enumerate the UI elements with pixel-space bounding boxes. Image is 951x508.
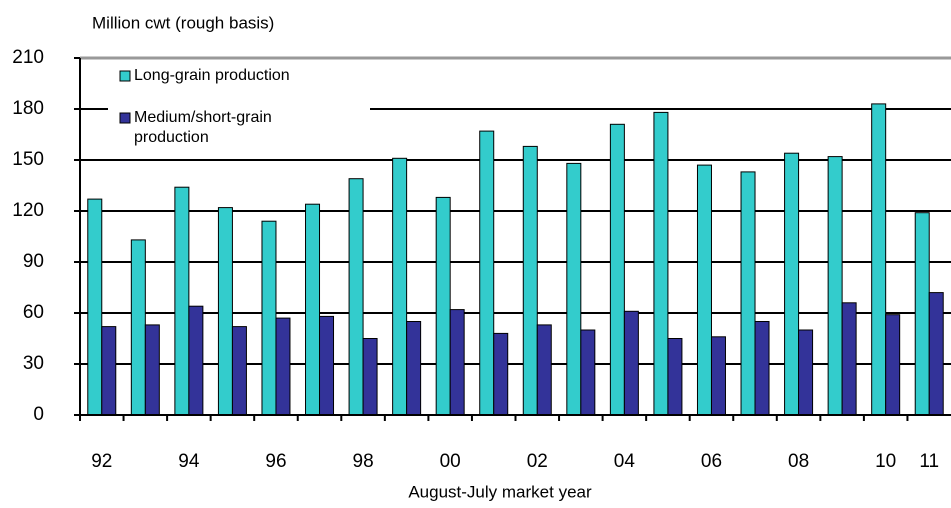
y-tick-label: 120 bbox=[12, 200, 44, 221]
legend-swatch bbox=[119, 112, 131, 124]
bar bbox=[667, 338, 683, 416]
bar bbox=[87, 198, 103, 416]
bar bbox=[522, 145, 538, 416]
bar bbox=[144, 324, 160, 416]
bar bbox=[348, 178, 364, 416]
legend-swatch bbox=[119, 70, 131, 82]
bar bbox=[130, 239, 146, 416]
bar bbox=[101, 326, 117, 416]
bar bbox=[928, 292, 944, 416]
y-tick-label: 0 bbox=[33, 404, 44, 425]
bar bbox=[754, 321, 770, 416]
x-tick-label: 02 bbox=[527, 451, 548, 472]
bar bbox=[841, 302, 857, 416]
bar bbox=[435, 196, 451, 416]
bar bbox=[188, 305, 204, 416]
x-tick-label: 06 bbox=[701, 451, 722, 472]
bar bbox=[827, 156, 843, 416]
bar bbox=[261, 220, 277, 416]
y-axis-title: Million cwt (rough basis) bbox=[92, 13, 274, 32]
bar bbox=[319, 315, 335, 416]
bar bbox=[696, 164, 712, 416]
bar bbox=[406, 321, 422, 416]
bar bbox=[536, 324, 552, 416]
x-tick-label: 98 bbox=[353, 451, 374, 472]
bar bbox=[231, 326, 247, 416]
bar bbox=[493, 332, 509, 416]
bar bbox=[609, 123, 625, 416]
x-tick-label: 92 bbox=[91, 451, 112, 472]
bar bbox=[653, 111, 669, 416]
y-tick-label: 210 bbox=[12, 47, 44, 68]
x-tick-label: 04 bbox=[614, 451, 636, 472]
bar bbox=[740, 171, 756, 416]
bar bbox=[392, 157, 408, 416]
x-tick-label: 00 bbox=[440, 451, 461, 472]
bar bbox=[217, 207, 233, 416]
bar bbox=[710, 336, 726, 416]
y-tick-label: 150 bbox=[12, 149, 44, 170]
legend-label: Medium/short-grain production bbox=[134, 109, 272, 146]
x-axis-title: August-July market year bbox=[408, 482, 592, 501]
bar bbox=[479, 130, 495, 416]
bar bbox=[885, 314, 901, 416]
x-tick-label: 94 bbox=[178, 451, 200, 472]
bar bbox=[798, 329, 814, 416]
bar bbox=[566, 162, 582, 416]
bar bbox=[275, 317, 291, 416]
legend-label: Long-grain production bbox=[134, 67, 290, 84]
x-tick-label: 96 bbox=[265, 451, 286, 472]
bar bbox=[305, 203, 321, 416]
bar bbox=[580, 329, 596, 416]
legend-box bbox=[108, 64, 370, 156]
y-tick-label: 60 bbox=[23, 302, 44, 323]
y-tick-label: 30 bbox=[23, 353, 44, 374]
bar bbox=[784, 152, 800, 416]
y-tick-label: 90 bbox=[23, 251, 44, 272]
x-tick-label: 10 bbox=[875, 451, 896, 472]
bar bbox=[449, 309, 465, 416]
bar bbox=[174, 186, 190, 416]
bar bbox=[362, 338, 378, 416]
bar bbox=[871, 103, 887, 416]
bar bbox=[623, 310, 639, 416]
bar bbox=[914, 212, 930, 416]
x-tick-label: 11 bbox=[919, 451, 939, 472]
y-tick-label: 180 bbox=[12, 98, 44, 119]
x-tick-label: 08 bbox=[788, 451, 809, 472]
